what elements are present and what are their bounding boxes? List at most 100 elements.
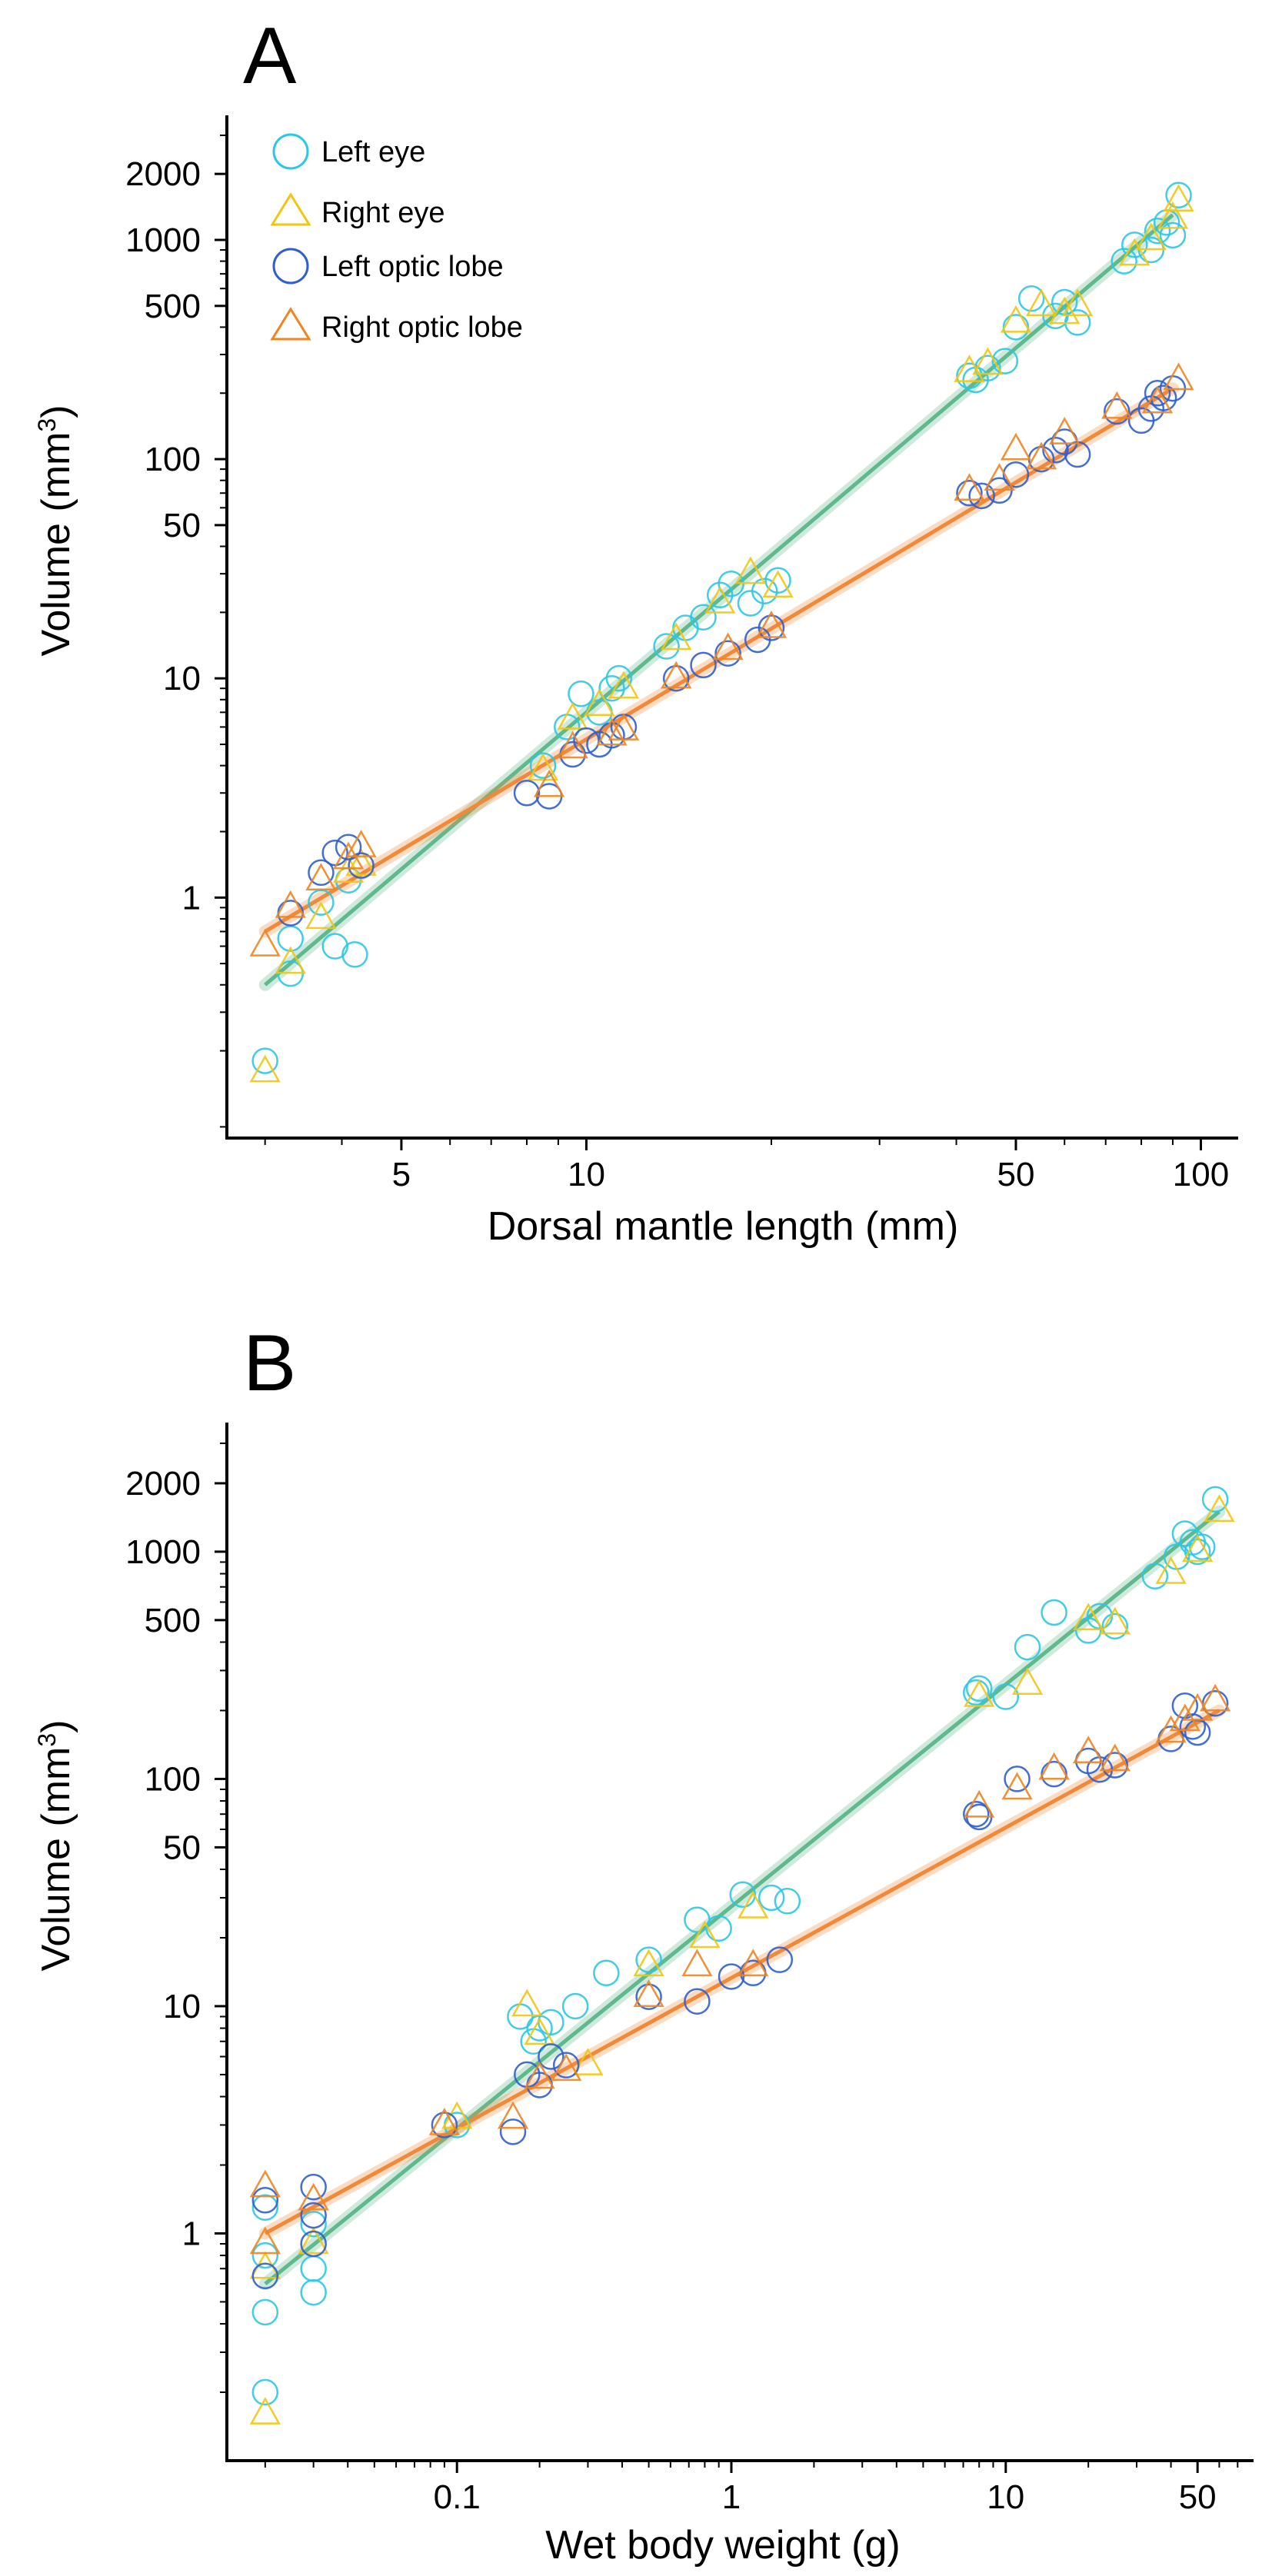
panel-a-point-right-eye bbox=[527, 753, 559, 781]
legend-left-optic-lobe-label: Left optic lobe bbox=[321, 251, 504, 283]
panel-a-point-right-optic-lobe bbox=[305, 863, 337, 890]
panel-b-point-left-eye bbox=[705, 1915, 732, 1942]
panel-a-point-right-optic-lobe bbox=[557, 731, 588, 759]
panel-b-point-left-optic-lobe bbox=[1004, 1766, 1031, 1792]
panel-a-point-right-optic-lobe bbox=[275, 890, 306, 918]
panel-b-point-right-optic-lobe bbox=[1073, 1736, 1104, 1764]
legend-left-optic-lobe-marker bbox=[272, 248, 309, 285]
panel-b-point-right-eye bbox=[1099, 1606, 1130, 1635]
panel-b-point-left-optic-lobe bbox=[499, 2118, 527, 2145]
legend-right-optic-lobe-label: Right optic lobe bbox=[321, 311, 523, 344]
panel-a-y-tick-label: 2000 bbox=[125, 155, 201, 193]
panel-a: A 1 10 50 100 500 1000 2000 5 10 50 100 Dorsal man… bbox=[33, 12, 1238, 1249]
panel-a-point-left-optic-lobe bbox=[956, 479, 983, 507]
panel-b-y-tick-label: 50 bbox=[163, 1829, 201, 1866]
panel-b-point-right-optic-lobe bbox=[298, 2182, 329, 2211]
panel-a-x-tick-label: 100 bbox=[1173, 1156, 1229, 1193]
panel-a-y-tick-label: 500 bbox=[145, 288, 201, 325]
panel-a-y-axis-title-main: Volume (mm bbox=[34, 432, 78, 657]
panel-b-data-points bbox=[249, 1486, 1235, 2425]
legend: Left eye Right eye Left optic lobe Right… bbox=[270, 133, 523, 344]
panel-b-axes bbox=[225, 1423, 1254, 2462]
panel-b-point-right-eye bbox=[1182, 1534, 1214, 1563]
panel-a-point-right-optic-lobe bbox=[1025, 441, 1057, 470]
panel-b-point-right-eye bbox=[964, 1679, 995, 1707]
panel-b-point-left-optic-lobe bbox=[300, 2202, 327, 2229]
panel-b-point-left-eye bbox=[774, 1888, 801, 1915]
panel-b-point-right-eye bbox=[572, 2048, 604, 2075]
panel-a-point-right-optic-lobe bbox=[345, 830, 377, 857]
panel-b-y-tick-label: 1000 bbox=[125, 1533, 201, 1571]
panel-b-point-left-optic-lobe bbox=[766, 1946, 794, 1973]
panel-a-point-left-eye bbox=[737, 590, 764, 617]
panel-a-point-right-eye bbox=[1157, 201, 1189, 229]
panel-b-point-right-optic-lobe bbox=[1169, 1703, 1200, 1732]
panel-a-point-right-optic-lobe bbox=[954, 473, 985, 501]
panel-a-label: A bbox=[243, 12, 297, 101]
panel-a-point-right-eye bbox=[1163, 184, 1194, 212]
panel-b-point-left-optic-lobe bbox=[431, 2112, 458, 2138]
legend-item-left-eye: Left eye bbox=[272, 133, 425, 170]
panel-a-point-right-eye bbox=[1119, 238, 1150, 266]
panel-a-point-left-optic-lobe bbox=[1042, 437, 1069, 464]
legend-item-right-eye: Right eye bbox=[270, 192, 445, 229]
panel-b-point-right-optic-lobe bbox=[681, 1949, 713, 1977]
legend-left-eye-label: Left eye bbox=[321, 136, 425, 168]
panel-b-point-left-optic-lobe bbox=[552, 2052, 580, 2078]
panel-a-point-right-optic-lobe bbox=[712, 632, 744, 661]
panel-a-point-left-optic-lobe bbox=[1002, 461, 1030, 488]
panel-b-point-right-optic-lobe bbox=[1038, 1752, 1070, 1780]
panel-b-point-right-optic-lobe bbox=[497, 2101, 529, 2129]
panel-b-point-left-optic-lobe bbox=[1179, 1713, 1207, 1740]
panel-b-point-right-eye bbox=[1073, 1603, 1104, 1631]
panel-b-point-left-eye bbox=[507, 2003, 534, 2030]
panel-b-label: B bbox=[243, 1319, 296, 1408]
panel-b-point-right-optic-lobe bbox=[428, 2107, 461, 2135]
panel-a-y-tick-label: 10 bbox=[163, 660, 201, 697]
panel-a-x-axis-title: Dorsal mantle length (mm) bbox=[488, 1204, 959, 1249]
panel-b-point-left-eye bbox=[635, 1946, 662, 1973]
panel-b-point-left-eye bbox=[300, 2210, 327, 2238]
panel-b-point-left-eye bbox=[1041, 1599, 1067, 1626]
panel-a-ticks: 1 10 50 100 500 1000 2000 5 10 50 100 bbox=[125, 134, 1229, 1193]
panel-a-point-left-optic-lobe bbox=[1144, 380, 1171, 407]
legend-right-eye-marker bbox=[270, 192, 311, 226]
panel-a-point-left-eye bbox=[1002, 314, 1030, 341]
panel-a-point-right-optic-lobe bbox=[984, 463, 1015, 491]
panel-b-y-axis-title-main: Volume (mm bbox=[34, 1747, 78, 1972]
panel-a-point-right-eye bbox=[345, 848, 377, 876]
panel-b-point-right-eye bbox=[1155, 1556, 1187, 1584]
panel-a-point-left-optic-lobe bbox=[573, 727, 600, 754]
panel-a-point-left-optic-lobe bbox=[513, 780, 541, 807]
panel-a-y-tick-label: 50 bbox=[163, 507, 201, 544]
panel-a-point-right-eye bbox=[608, 671, 640, 699]
panel-b-point-left-optic-lobe bbox=[251, 2262, 279, 2290]
panel-b-point-left-eye bbox=[251, 2194, 279, 2222]
panel-b: B 1 10 50 100 500 1000 2000 0.1 1 10 50 Wet body w… bbox=[33, 1319, 1254, 2568]
panel-a-point-right-optic-lobe bbox=[1049, 417, 1081, 444]
panel-a-point-right-eye bbox=[661, 622, 692, 651]
panel-b-point-left-eye bbox=[1184, 1538, 1211, 1566]
panel-b-point-left-eye bbox=[1014, 1633, 1041, 1661]
panel-a-point-right-eye bbox=[305, 901, 337, 930]
panel-b-point-right-eye bbox=[633, 1949, 664, 1977]
panel-a-point-left-optic-lobe bbox=[308, 859, 335, 887]
panel-a-point-right-eye bbox=[557, 701, 588, 730]
panel-a-y-tick-label: 1000 bbox=[125, 221, 201, 259]
panel-a-point-left-eye bbox=[321, 933, 348, 960]
panel-a-point-right-eye bbox=[1135, 222, 1167, 251]
panel-a-point-left-eye bbox=[1165, 181, 1192, 209]
panel-b-point-right-optic-lobe bbox=[633, 1979, 664, 2007]
panel-b-point-left-optic-lobe bbox=[1101, 1752, 1129, 1779]
panel-b-point-left-optic-lobe bbox=[300, 2173, 327, 2201]
panel-a-point-right-eye bbox=[734, 556, 767, 584]
panel-a-point-left-eye bbox=[706, 581, 734, 609]
panel-a-point-left-eye bbox=[605, 664, 633, 692]
panel-b-point-left-eye bbox=[300, 2255, 327, 2282]
panel-b-y-axis-title-sup: 3 bbox=[33, 1733, 61, 1747]
panel-b-point-left-eye bbox=[1201, 1486, 1229, 1513]
panel-b-point-left-eye bbox=[300, 2278, 327, 2306]
panel-b-point-right-optic-lobe bbox=[738, 1949, 769, 1977]
panel-b-point-left-optic-lobe bbox=[251, 2187, 279, 2214]
